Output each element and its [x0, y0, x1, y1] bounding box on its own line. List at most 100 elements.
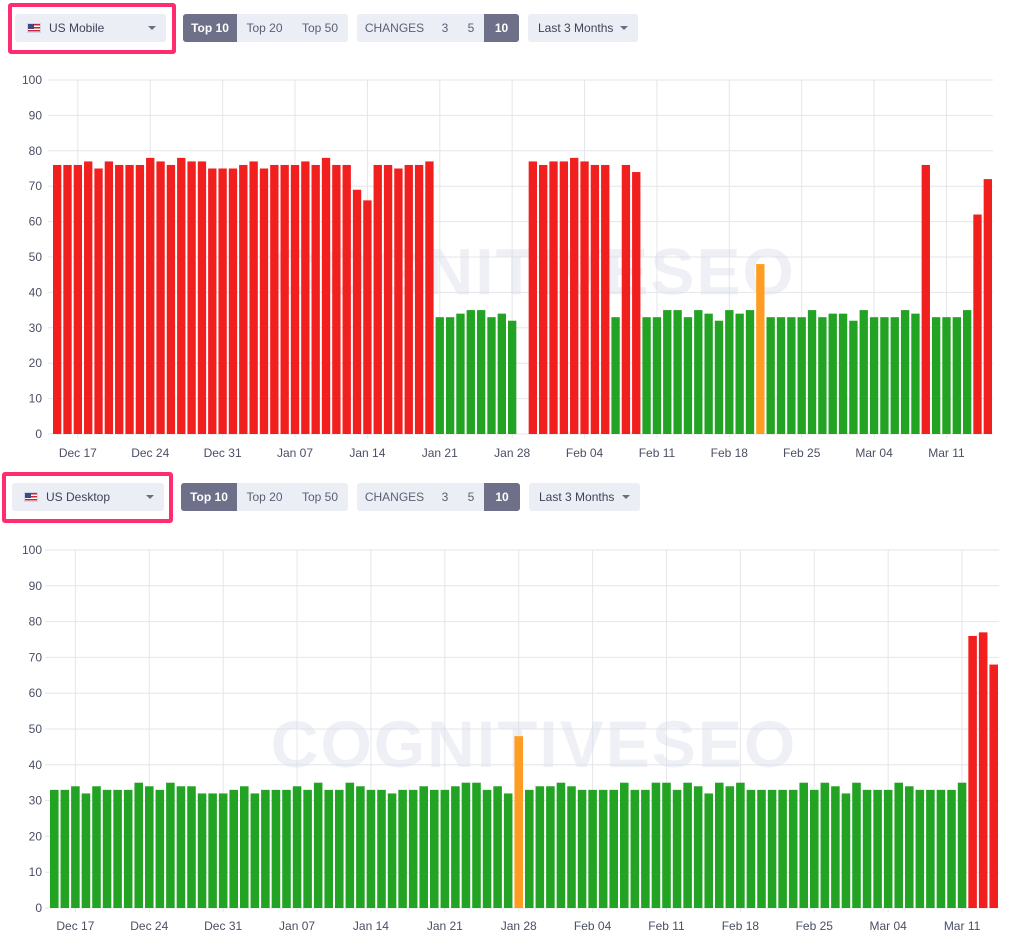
bar — [983, 179, 992, 434]
bar — [261, 789, 270, 908]
bar — [799, 782, 808, 908]
ranking-chart-desktop: 0 10 20 30 40 50 60 70 80 90 100 Dec 17 Dec 24 Dec 31… — [22, 543, 999, 933]
bar — [60, 789, 70, 908]
x-tick-label: Dec 31 — [204, 919, 242, 933]
bar — [290, 164, 300, 434]
bar — [292, 786, 302, 908]
bar — [440, 789, 450, 908]
bar — [92, 786, 101, 908]
bar — [461, 782, 471, 908]
bar — [936, 789, 946, 908]
tab-top-20[interactable]: Top 20 — [246, 490, 283, 504]
bar — [71, 786, 80, 908]
bar — [301, 161, 310, 435]
changes-option-3[interactable]: 3 — [441, 21, 449, 35]
tab-top-50[interactable]: Top 50 — [301, 21, 339, 35]
bar — [507, 320, 517, 434]
bar — [590, 164, 600, 434]
bar — [166, 164, 176, 434]
x-tick-label: Feb 25 — [796, 919, 834, 933]
us-flag-icon — [27, 23, 41, 33]
y-tick-label: 100 — [22, 73, 42, 87]
bar — [651, 782, 661, 908]
bar — [883, 789, 893, 908]
bar — [259, 168, 269, 434]
bar — [852, 782, 861, 908]
bar — [250, 793, 260, 908]
tab-top-10[interactable]: Top 10 — [183, 14, 237, 42]
y-tick-label: 40 — [29, 758, 43, 772]
changes-option-3[interactable]: 3 — [441, 490, 449, 504]
bar — [125, 164, 134, 434]
tab-top-10[interactable]: Top 10 — [181, 483, 237, 511]
bar — [166, 782, 175, 908]
x-tick-label: Jan 14 — [349, 446, 385, 460]
bar — [947, 789, 956, 908]
bar — [683, 782, 692, 908]
bar — [820, 782, 830, 908]
y-tick-label: 0 — [35, 901, 42, 915]
x-tick-label: Dec 24 — [130, 919, 168, 933]
bar — [394, 168, 403, 434]
bar — [332, 164, 341, 434]
period-select[interactable]: Last 3 Months — [528, 14, 638, 42]
bar — [493, 786, 502, 908]
ranking-chart-mobile: 0 10 20 30 40 50 60 70 80 90 100 Dec 17 Dec 24 Dec 31… — [22, 73, 993, 460]
x-tick-label: Feb 18 — [722, 919, 760, 933]
x-tick-label: Dec 24 — [131, 446, 169, 460]
y-tick-label: 80 — [29, 144, 43, 158]
bar — [383, 164, 393, 434]
bar — [828, 313, 837, 434]
bar — [229, 789, 238, 908]
top-tabs: Top 10 Top 20 Top 50 — [183, 14, 348, 42]
y-tick-label: 70 — [29, 179, 43, 193]
device-select[interactable]: US Desktop — [12, 483, 164, 511]
bar — [456, 313, 465, 434]
bar — [342, 164, 351, 434]
bar — [270, 164, 279, 434]
bar — [693, 786, 703, 908]
x-tick-label: Mar 11 — [928, 446, 965, 460]
changes-option-10[interactable]: 10 — [484, 14, 519, 42]
x-tick-label: Feb 11 — [639, 446, 676, 460]
changes-option-5[interactable]: 5 — [467, 21, 475, 35]
bar — [249, 161, 258, 435]
bar — [387, 793, 397, 908]
bar — [135, 164, 145, 434]
tab-top-20[interactable]: Top 20 — [246, 21, 283, 35]
changes-option-5[interactable]: 5 — [467, 490, 475, 504]
bar — [931, 317, 941, 434]
bar — [373, 164, 382, 434]
x-tick-label: Jan 21 — [427, 919, 463, 933]
bar — [952, 317, 961, 434]
tab-top-50[interactable]: Top 50 — [301, 490, 339, 504]
bar — [419, 786, 428, 908]
bar — [880, 317, 889, 434]
bar — [466, 310, 475, 434]
bar — [694, 310, 703, 434]
bar — [978, 632, 988, 908]
bar — [915, 789, 925, 908]
bar — [366, 789, 376, 908]
y-tick-label: 50 — [29, 722, 43, 736]
bar — [620, 782, 629, 908]
bar — [280, 164, 289, 434]
bar — [282, 789, 291, 908]
bar — [609, 789, 618, 908]
y-tick-label: 80 — [29, 615, 43, 629]
bar — [725, 310, 734, 434]
bar — [218, 168, 227, 434]
bar — [514, 736, 523, 908]
period-select[interactable]: Last 3 Months — [529, 483, 640, 511]
device-select[interactable]: US Mobile — [15, 14, 166, 42]
changes-option-10[interactable]: 10 — [484, 483, 520, 511]
bar — [408, 789, 418, 908]
x-tick-label: Dec 31 — [204, 446, 242, 460]
y-tick-label: 10 — [29, 865, 43, 879]
toolbar-desktop: US Desktop Top 10 Top 20 Top 50 CHANGES … — [0, 469, 1024, 523]
y-tick-label: 40 — [29, 285, 43, 299]
bar — [632, 172, 641, 434]
bar — [869, 317, 879, 434]
bar — [145, 786, 154, 908]
bar — [776, 317, 786, 434]
